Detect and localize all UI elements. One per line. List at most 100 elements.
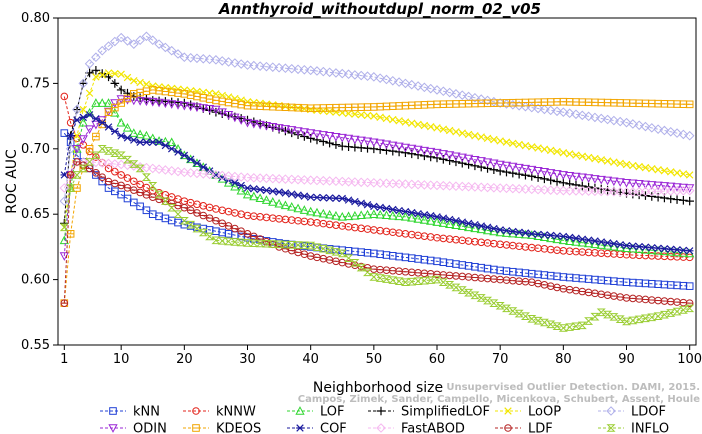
data-point <box>104 72 113 82</box>
data-point <box>242 239 253 247</box>
data-point <box>470 182 480 192</box>
data-point <box>609 186 619 197</box>
data-point <box>242 60 253 70</box>
data-point <box>166 45 177 56</box>
legend-swatch-marker <box>108 424 118 433</box>
data-point <box>369 209 379 218</box>
data-point <box>84 58 95 69</box>
data-point <box>438 180 449 191</box>
data-point <box>180 151 189 160</box>
data-point <box>451 152 461 162</box>
legend-item-knn: kNN <box>100 405 160 420</box>
data-point <box>678 306 688 314</box>
data-point <box>79 141 88 149</box>
data-point <box>590 175 600 184</box>
data-point <box>433 124 441 132</box>
data-point <box>312 130 322 139</box>
data-point <box>65 143 76 154</box>
x-tick-label: 10 <box>113 352 130 367</box>
legend-label: kNNW <box>216 405 256 420</box>
data-point <box>324 132 335 141</box>
data-point <box>495 160 505 170</box>
data-point <box>483 296 493 305</box>
legend-swatch-marker <box>192 407 200 415</box>
y-tick-label: 0.70 <box>21 142 50 157</box>
data-point <box>501 161 512 171</box>
data-point <box>394 142 404 152</box>
legend-label: SimplifiedLOF <box>401 405 490 420</box>
y-axis-label: ROC AUC <box>4 149 20 214</box>
data-point <box>413 277 423 285</box>
data-point <box>204 169 215 180</box>
data-point <box>590 312 600 321</box>
data-point <box>204 54 215 65</box>
data-point <box>389 115 397 124</box>
data-point <box>678 129 689 140</box>
data-point <box>280 200 291 210</box>
data-point <box>331 176 341 187</box>
data-point <box>679 196 688 205</box>
data-point <box>230 58 240 68</box>
data-point <box>571 186 581 196</box>
data-point <box>388 141 398 151</box>
data-point <box>186 87 195 95</box>
data-point <box>312 243 322 251</box>
data-point <box>286 63 297 74</box>
data-point <box>97 98 107 107</box>
data-point <box>280 125 291 134</box>
data-point <box>458 218 467 226</box>
data-point <box>653 186 663 197</box>
data-point <box>381 178 392 189</box>
data-point <box>356 210 366 220</box>
data-point <box>610 240 618 248</box>
data-point <box>167 84 176 93</box>
data-point <box>496 137 504 145</box>
data-point <box>653 181 663 191</box>
data-point <box>318 244 328 253</box>
data-point <box>122 123 133 132</box>
data-point <box>546 320 556 329</box>
data-point <box>521 141 530 150</box>
x-tick-label: 40 <box>302 352 319 367</box>
data-point <box>382 204 391 213</box>
data-point <box>647 192 657 201</box>
data-point <box>91 157 101 168</box>
data-point <box>324 209 335 219</box>
y-tick-label: 0.80 <box>21 11 50 26</box>
data-point <box>198 104 208 113</box>
data-point <box>281 126 290 136</box>
data-point <box>122 95 133 105</box>
data-point <box>406 79 417 90</box>
data-point <box>136 180 144 189</box>
watermark-line-2: Campos, Zimek, Sander, Campello, Micenko… <box>298 394 700 405</box>
legend-item-inflo: INFLO <box>598 422 669 434</box>
data-point <box>501 304 512 313</box>
data-point <box>117 171 125 179</box>
data-point <box>91 151 101 160</box>
data-point <box>634 315 644 324</box>
data-point <box>558 171 568 180</box>
data-point <box>351 197 359 206</box>
data-point <box>400 78 411 89</box>
data-point <box>489 299 499 307</box>
series-line <box>63 98 690 257</box>
data-point <box>312 175 322 186</box>
x-tick-label: 90 <box>618 352 635 367</box>
watermark-line-1: Unsupervised Outlier Detection. DAMI, 20… <box>446 382 700 393</box>
data-point <box>559 232 568 241</box>
data-point <box>174 148 182 156</box>
data-point <box>552 106 562 117</box>
data-point <box>78 78 89 89</box>
data-point <box>540 145 549 153</box>
data-point <box>84 125 95 135</box>
data-point <box>470 92 480 103</box>
data-point <box>596 186 607 197</box>
data-point <box>274 240 284 249</box>
data-point <box>275 188 283 196</box>
data-point <box>394 77 404 87</box>
data-point <box>509 139 517 148</box>
data-point <box>476 182 487 193</box>
data-point <box>420 121 429 130</box>
data-point <box>407 277 417 286</box>
data-point <box>350 135 360 145</box>
